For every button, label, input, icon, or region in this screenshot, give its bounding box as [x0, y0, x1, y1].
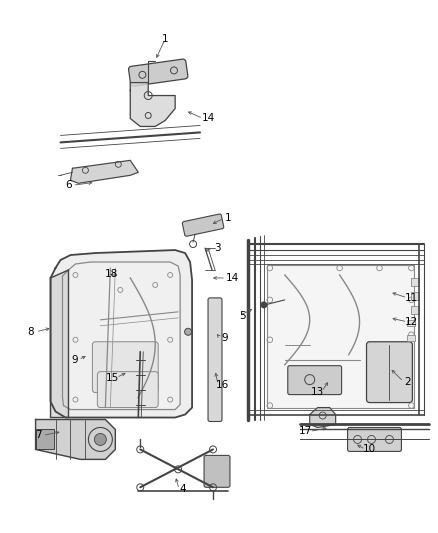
FancyBboxPatch shape	[267, 265, 414, 408]
Text: 9: 9	[71, 354, 78, 365]
Text: 6: 6	[65, 180, 72, 190]
Text: 18: 18	[105, 269, 118, 279]
Polygon shape	[130, 83, 175, 126]
Text: 15: 15	[106, 373, 119, 383]
Text: 16: 16	[215, 379, 229, 390]
Text: 1: 1	[162, 34, 169, 44]
Text: 12: 12	[405, 317, 418, 327]
Circle shape	[261, 302, 267, 308]
Text: 2: 2	[404, 377, 411, 386]
Bar	[411, 292, 419, 300]
Polygon shape	[71, 160, 138, 183]
Bar	[35, 430, 53, 449]
Polygon shape	[310, 408, 336, 427]
Text: 14: 14	[201, 114, 215, 124]
Text: 8: 8	[27, 327, 34, 337]
Text: 17: 17	[299, 426, 312, 437]
Text: 11: 11	[405, 293, 418, 303]
Circle shape	[95, 433, 106, 446]
Polygon shape	[35, 419, 115, 459]
Bar	[407, 320, 415, 326]
Polygon shape	[50, 270, 68, 417]
FancyBboxPatch shape	[97, 372, 158, 408]
Text: 3: 3	[214, 243, 220, 253]
Bar	[411, 306, 419, 314]
Text: 7: 7	[35, 431, 42, 440]
FancyBboxPatch shape	[208, 298, 222, 422]
Text: 5: 5	[240, 311, 246, 321]
Bar	[411, 278, 419, 286]
FancyBboxPatch shape	[92, 342, 158, 393]
Text: 1: 1	[225, 213, 231, 223]
Polygon shape	[63, 262, 180, 409]
FancyBboxPatch shape	[348, 427, 401, 451]
Text: 14: 14	[225, 273, 239, 283]
Text: 9: 9	[222, 333, 228, 343]
Text: 10: 10	[363, 445, 376, 455]
FancyBboxPatch shape	[204, 455, 230, 487]
Text: 4: 4	[180, 484, 187, 494]
FancyBboxPatch shape	[367, 342, 413, 402]
Text: 13: 13	[311, 386, 324, 397]
FancyBboxPatch shape	[288, 366, 342, 394]
Polygon shape	[50, 250, 192, 417]
Circle shape	[184, 328, 191, 335]
Bar	[407, 335, 415, 341]
FancyBboxPatch shape	[128, 59, 188, 86]
FancyBboxPatch shape	[182, 214, 224, 236]
